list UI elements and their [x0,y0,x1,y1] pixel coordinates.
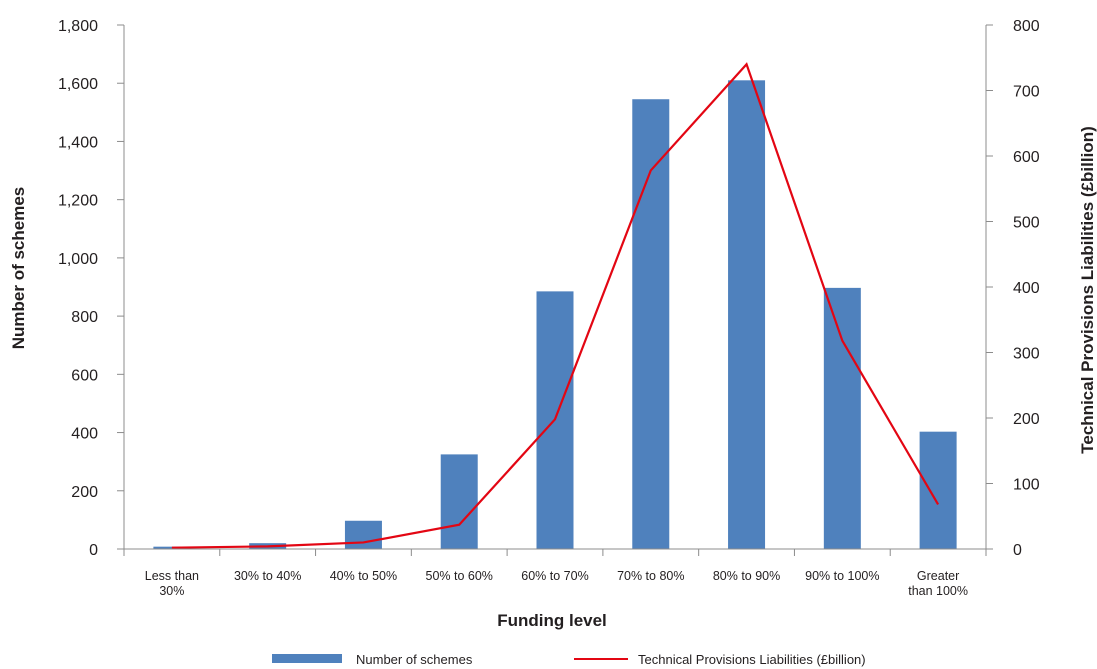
left-axis: 0 200 400 600 800 1,000 1,200 1,400 1,600 1,800 [58,18,125,559]
right-axis-tick-label: 200 [1013,411,1040,428]
bar [823,287,861,549]
legend-label-line: Technical Provisions Liabilities (£billi… [638,652,866,667]
x-axis-category-label: Greater than 100% [908,569,968,598]
y2-axis-title: Technical Provisions Liabilities (£billi… [1078,126,1097,453]
bar [153,546,191,549]
right-axis: 0 100 200 300 400 500 600 700 800 [985,18,1040,559]
left-axis-tick-label: 600 [71,367,98,384]
x-axis-category-label: 60% to 70% [521,569,588,583]
left-axis-tick-label: 800 [71,309,98,326]
legend: Number of schemes Technical Provisions L… [272,652,866,667]
bar [919,431,957,549]
left-axis-tick-label: 1,600 [58,76,98,93]
x-axis-category-label: Less than 30% [145,569,199,598]
right-axis-tick-label: 100 [1013,477,1040,494]
x-axis-category-labels: Less than 30% 30% to 40% 40% to 50% 50% to 6… [123,548,987,598]
x-axis-title: Funding level [497,611,607,630]
right-axis-tick-label: 300 [1013,346,1040,363]
left-axis-tick-label: 400 [71,426,98,443]
x-axis-category-label: 50% to 60% [426,569,493,583]
left-axis-tick-label: 1,200 [58,193,98,210]
right-axis-tick-label: 700 [1013,84,1040,101]
right-axis-tick-label: 600 [1013,149,1040,166]
left-axis-tick-label: 200 [71,484,98,501]
legend-label-bars: Number of schemes [356,652,473,667]
right-axis-tick-label: 0 [1013,542,1022,559]
left-axis-tick-label: 1,000 [58,251,98,268]
x-axis-category-label: 70% to 80% [617,569,684,583]
y-axis-title: Number of schemes [9,187,28,350]
x-axis-category-label: 40% to 50% [330,569,397,583]
left-axis-tick-label: 1,800 [58,18,98,35]
bar-series-number-of-schemes [153,80,957,550]
left-axis-tick-label: 1,400 [58,134,98,151]
bar [440,454,478,549]
bar [632,99,670,549]
x-axis-category-label: 80% to 90% [713,569,780,583]
x-axis-category-label: 90% to 100% [805,569,879,583]
x-axis-category-label: 30% to 40% [234,569,301,583]
legend-swatch-bars [272,654,342,663]
right-axis-tick-label: 500 [1013,215,1040,232]
right-axis-tick-label: 400 [1013,280,1040,297]
bar [728,80,766,550]
left-axis-tick-label: 0 [89,542,98,559]
bar [344,520,382,549]
line-series-technical-provisions [171,62,940,549]
right-axis-tick-label: 800 [1013,18,1040,35]
